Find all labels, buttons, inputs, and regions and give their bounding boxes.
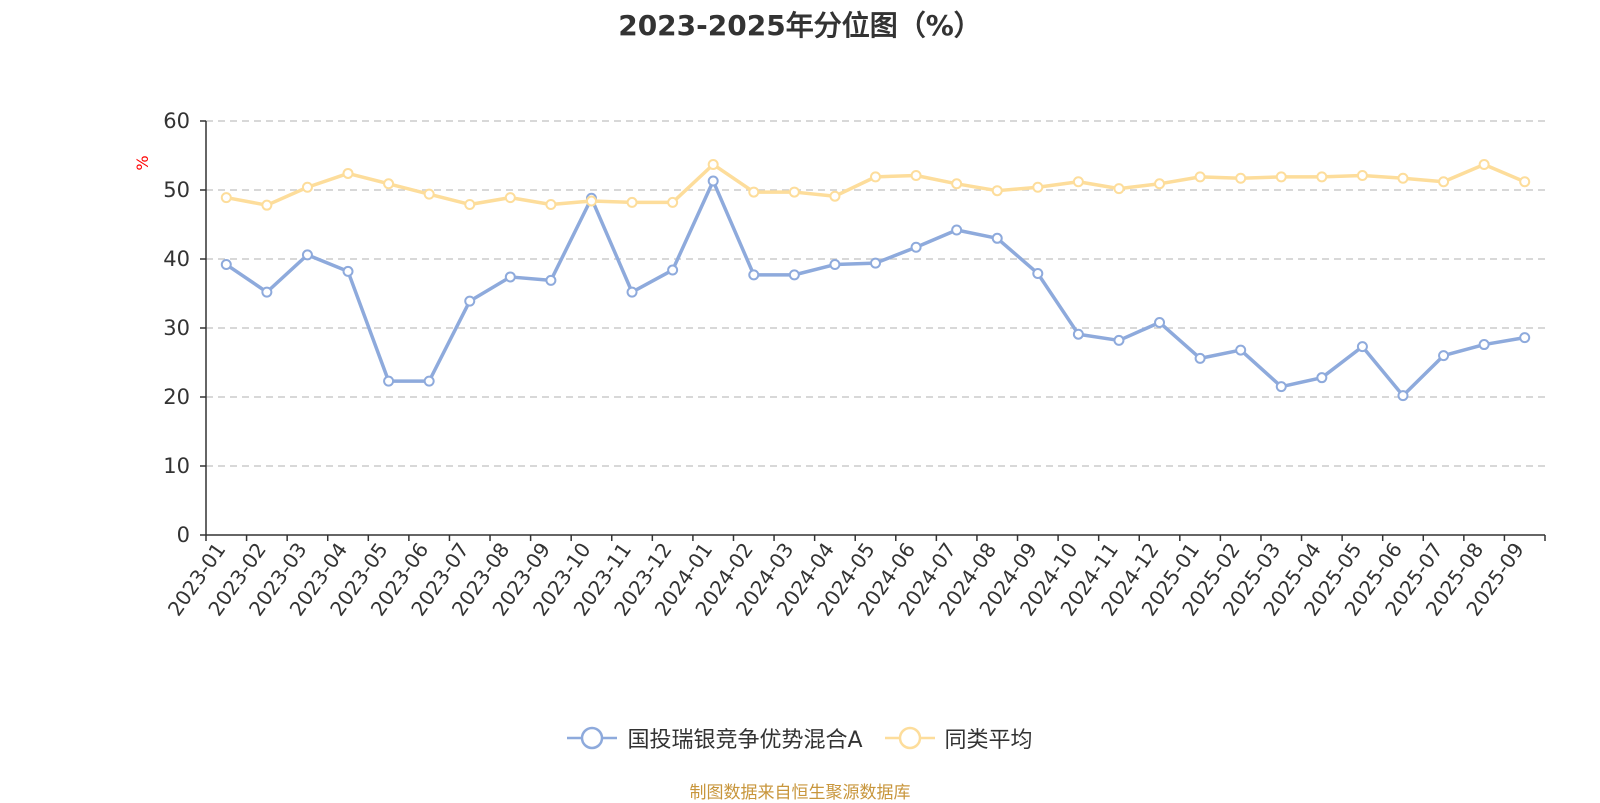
data-point: [626, 286, 638, 298]
data-point: [1316, 372, 1328, 384]
data-point: [423, 375, 435, 387]
legend-item-series-2[interactable]: 同类平均: [884, 722, 1033, 754]
data-point: [1032, 267, 1044, 279]
data-point: [1478, 339, 1490, 351]
data-point: [1072, 176, 1084, 188]
data-point: [951, 224, 963, 236]
data-point: [829, 190, 841, 202]
data-point: [1235, 172, 1247, 184]
data-point: [1275, 381, 1287, 393]
data-point: [788, 186, 800, 198]
data-point: [1519, 332, 1531, 344]
y-tick-label: 10: [163, 454, 190, 478]
data-point: [1519, 176, 1531, 188]
legend-swatch-series-1: [567, 726, 618, 750]
data-point: [667, 264, 679, 276]
data-point: [910, 170, 922, 182]
data-point: [464, 295, 476, 307]
data-point: [1316, 171, 1328, 183]
data-point: [423, 188, 435, 200]
y-tick-label: 0: [177, 523, 190, 547]
data-point: [788, 269, 800, 281]
series-line-2: [225, 162, 1526, 207]
data-point: [261, 286, 273, 298]
data-point: [1072, 328, 1084, 340]
data-point: [1478, 158, 1490, 170]
y-tick-label: 50: [163, 178, 190, 202]
data-point: [464, 198, 476, 210]
y-tick-label: 40: [163, 247, 190, 271]
data-point: [1154, 316, 1166, 328]
y-axis-label: %: [133, 155, 152, 170]
source-note: 制图数据来自恒生聚源数据库: [689, 783, 911, 803]
data-point: [870, 257, 881, 269]
data-point: [1397, 172, 1409, 184]
data-point: [707, 175, 719, 187]
data-point: [1113, 183, 1125, 195]
data-point: [545, 274, 557, 286]
data-point: [585, 195, 597, 207]
series-layer: [220, 158, 1531, 402]
data-point: [910, 241, 922, 253]
data-point: [220, 192, 232, 204]
data-point: [870, 171, 881, 183]
data-point: [383, 178, 395, 190]
data-point: [545, 198, 557, 210]
series-line-1: [225, 179, 1526, 398]
data-point: [301, 181, 313, 193]
data-point: [301, 249, 313, 261]
data-point: [829, 259, 841, 271]
data-point: [1438, 350, 1450, 362]
data-point: [1113, 334, 1125, 346]
data-point: [261, 199, 273, 211]
y-tick-label: 30: [163, 316, 190, 340]
legend-swatch-series-2: [884, 726, 935, 750]
data-point: [1235, 344, 1247, 356]
axes: % 01020304050602023-012023-022023-032023…: [133, 109, 1546, 620]
data-point: [991, 185, 1003, 197]
data-point: [1356, 341, 1368, 353]
data-point: [383, 375, 395, 387]
data-point: [667, 196, 679, 208]
data-point: [342, 167, 354, 179]
data-point: [1154, 178, 1166, 190]
data-point: [1032, 181, 1044, 193]
data-point: [504, 271, 516, 283]
data-point: [342, 265, 354, 277]
legend: 国投瑞银竞争优势混合A 同类平均: [0, 722, 1600, 754]
y-tick-label: 20: [163, 385, 190, 409]
data-point: [1194, 171, 1206, 183]
y-tick-label: 60: [163, 109, 190, 133]
data-point: [220, 259, 232, 271]
data-point: [1397, 390, 1409, 402]
legend-label-series-2: 同类平均: [944, 728, 1033, 753]
chart-title: 2023-2025年分位图（%）: [618, 9, 982, 42]
data-point: [626, 196, 638, 208]
data-point: [707, 158, 719, 170]
data-point: [748, 186, 760, 198]
data-point: [1356, 170, 1368, 182]
legend-label-series-1: 国投瑞银竞争优势混合A: [627, 728, 863, 753]
data-point: [504, 192, 516, 204]
data-point: [991, 232, 1003, 244]
data-point: [1438, 176, 1450, 188]
data-point: [1275, 171, 1287, 183]
data-point: [748, 269, 760, 281]
data-point: [951, 178, 963, 190]
legend-item-series-1[interactable]: 国投瑞银竞争优势混合A: [567, 722, 863, 754]
data-point: [1194, 352, 1206, 364]
